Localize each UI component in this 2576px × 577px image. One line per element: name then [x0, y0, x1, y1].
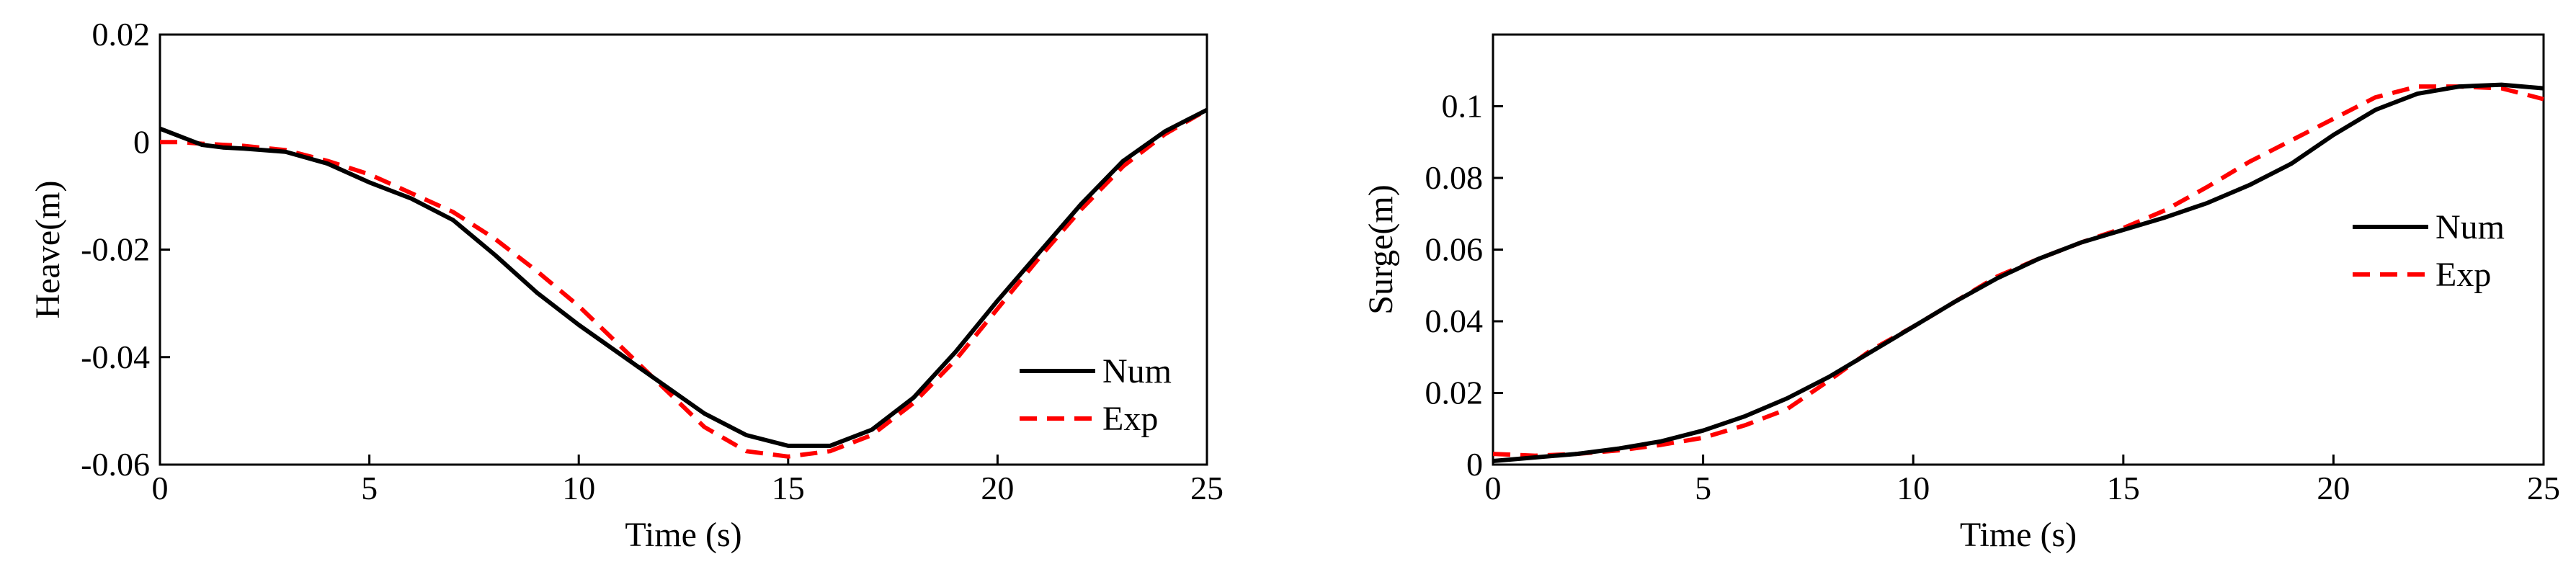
heave-chart: 0 5 10 15 20 25 -0.06 -0.04 -0.02 0 0.02 Time (s) He…	[29, 16, 1224, 554]
x-tick-label: 15	[2107, 470, 2140, 506]
x-tick-label: 25	[1190, 470, 1224, 506]
y-tick-label: 0.08	[1425, 159, 1484, 196]
x-tick-label: 20	[981, 470, 1014, 506]
surge-chart: 0 5 10 15 20 25 0 0.02 0.04 0.06 0.08 0.1 Time (s) Su…	[1362, 33, 2560, 554]
y-tick-label: 0.04	[1425, 303, 1484, 339]
x-tick-label: 25	[2527, 470, 2560, 506]
series-line-exp	[160, 107, 1208, 459]
x-axis-title: Time (s)	[625, 516, 741, 554]
x-tick-label: 10	[562, 470, 595, 506]
y-axis-title: Surge(m)	[1362, 184, 1400, 314]
series-line-num	[159, 107, 1208, 448]
y-tick-label: 0.02	[1425, 375, 1484, 411]
y-tick-label: 0.1	[1442, 88, 1484, 125]
y-tick-label: -0.06	[81, 446, 150, 483]
y-axis-title: Heave(m)	[29, 181, 67, 319]
legend-label-num: Num	[1102, 352, 1172, 390]
x-tick-label: 20	[2317, 470, 2350, 506]
legend-label-exp: Exp	[2435, 256, 2491, 294]
series-line-num	[1492, 82, 2544, 463]
x-axis-title: Time (s)	[1960, 516, 2077, 554]
y-tick-label: 0	[133, 123, 150, 160]
series-line-exp	[1492, 84, 2544, 458]
plot-frame	[1492, 33, 2545, 466]
x-tick-label: 10	[1897, 470, 1930, 506]
x-tick-label: 0	[1485, 470, 1502, 506]
y-tick-label: 0.02	[92, 16, 151, 53]
y-tick-label: -0.02	[81, 231, 150, 268]
x-tick-label: 5	[1695, 470, 1711, 506]
x-tick-label: 0	[152, 470, 169, 506]
x-tick-label: 5	[361, 470, 378, 506]
y-tick-label: 0.06	[1425, 231, 1484, 268]
y-tick-label: 0	[1466, 446, 1483, 483]
legend-label-exp: Exp	[1102, 400, 1158, 438]
legend-label-num: Num	[2435, 208, 2505, 246]
y-tick-label: -0.04	[81, 339, 150, 375]
x-tick-label: 15	[772, 470, 805, 506]
